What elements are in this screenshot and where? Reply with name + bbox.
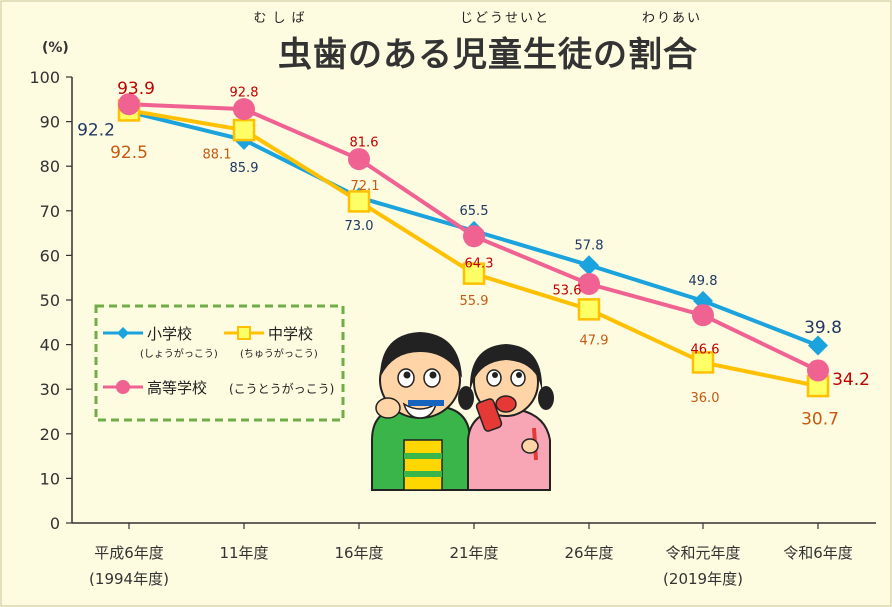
data-label: 55.9 [460,294,489,309]
data-point [347,190,371,213]
data-label: 39.8 [804,318,842,338]
x-tick-label-sub: (1994年度) [89,570,169,588]
data-label: 36.0 [691,391,720,406]
data-label: 73.0 [345,219,374,234]
x-tick-label-sub: (2019年度) [663,570,743,588]
y-tick-label: 50 [40,291,60,310]
data-label: 53.6 [553,283,582,298]
legend-marker-junior-high [237,326,251,340]
data-point [578,272,600,295]
data-point [692,304,714,327]
data-point [232,118,256,142]
y-tick-label: 80 [40,157,60,176]
legend-reading-elementary: (しょうがっこう) [140,347,218,360]
y-tick-label: 0 [50,514,60,533]
y-tick-label: 10 [40,469,60,488]
data-label: 57.8 [575,239,604,254]
title-ruby-1: むしば [253,11,310,26]
x-tick-label: 26年度 [564,544,613,562]
data-point [577,298,601,321]
data-label: 34.2 [832,370,870,390]
x-tick-label: 令和元年度 [665,544,740,562]
data-point [348,148,370,171]
x-tick-label: 令和6年度 [783,544,853,562]
data-point [463,225,485,248]
data-label: 30.7 [801,410,839,430]
data-label: 47.9 [580,334,609,349]
x-tick-label: 21年度 [449,544,498,562]
y-tick-label: 90 [40,113,60,132]
legend-reading-junior-high: (ちゅうがっこう) [240,347,318,360]
legend-marker-elementary [117,327,129,339]
y-tick-label: 40 [40,336,60,355]
y-tick-label: 60 [40,246,60,265]
data-point [807,359,829,382]
kids-brushing-illustration [371,332,554,491]
data-point [579,255,599,276]
data-label: 81.6 [350,135,379,150]
y-tick-label: 70 [40,202,60,221]
legend-marker-high-school [116,380,130,394]
data-point [691,351,715,374]
data-point [808,335,828,356]
legend-label-elementary: 小学校 [147,325,192,343]
data-point [233,98,255,121]
y-tick-label: 100 [29,68,60,87]
x-tick-label: 16年度 [334,544,383,562]
data-label: 93.9 [117,79,155,99]
legend: 小学校 (しょうがっこう) 中学校 (ちゅうがっこう) 高等学校 (こうとうがっ… [94,304,345,422]
data-point [118,93,140,116]
data-label: 46.6 [691,342,720,357]
data-label: 49.8 [689,274,718,289]
data-point [462,262,486,285]
data-label: 72.1 [351,179,380,194]
y-tick-label: 30 [40,380,60,399]
data-label: 88.1 [203,147,232,162]
data-label: 92.5 [110,143,148,163]
title-ruby-3: わりあい [642,11,702,26]
x-tick-label: 11年度 [219,544,268,562]
chart-title: 虫歯のある児童生徒の割合 [278,35,698,75]
y-unit-label: (%) [42,40,69,56]
legend-box [94,304,345,422]
data-label: 65.5 [460,204,489,219]
legend-label-high-school: 高等学校 [147,379,207,397]
data-label: 92.2 [77,120,115,140]
y-tick-label: 20 [40,425,60,444]
title-ruby-2: じどうせいと [460,11,550,26]
legend-label-junior-high: 中学校 [268,325,313,343]
x-tick-label: 平成6年度 [94,544,164,562]
data-label: 92.8 [230,85,259,100]
data-label: 85.9 [230,161,259,176]
data-label: 64.3 [465,257,494,272]
legend-reading-high-school: (こうとうがっこう) [229,381,334,396]
